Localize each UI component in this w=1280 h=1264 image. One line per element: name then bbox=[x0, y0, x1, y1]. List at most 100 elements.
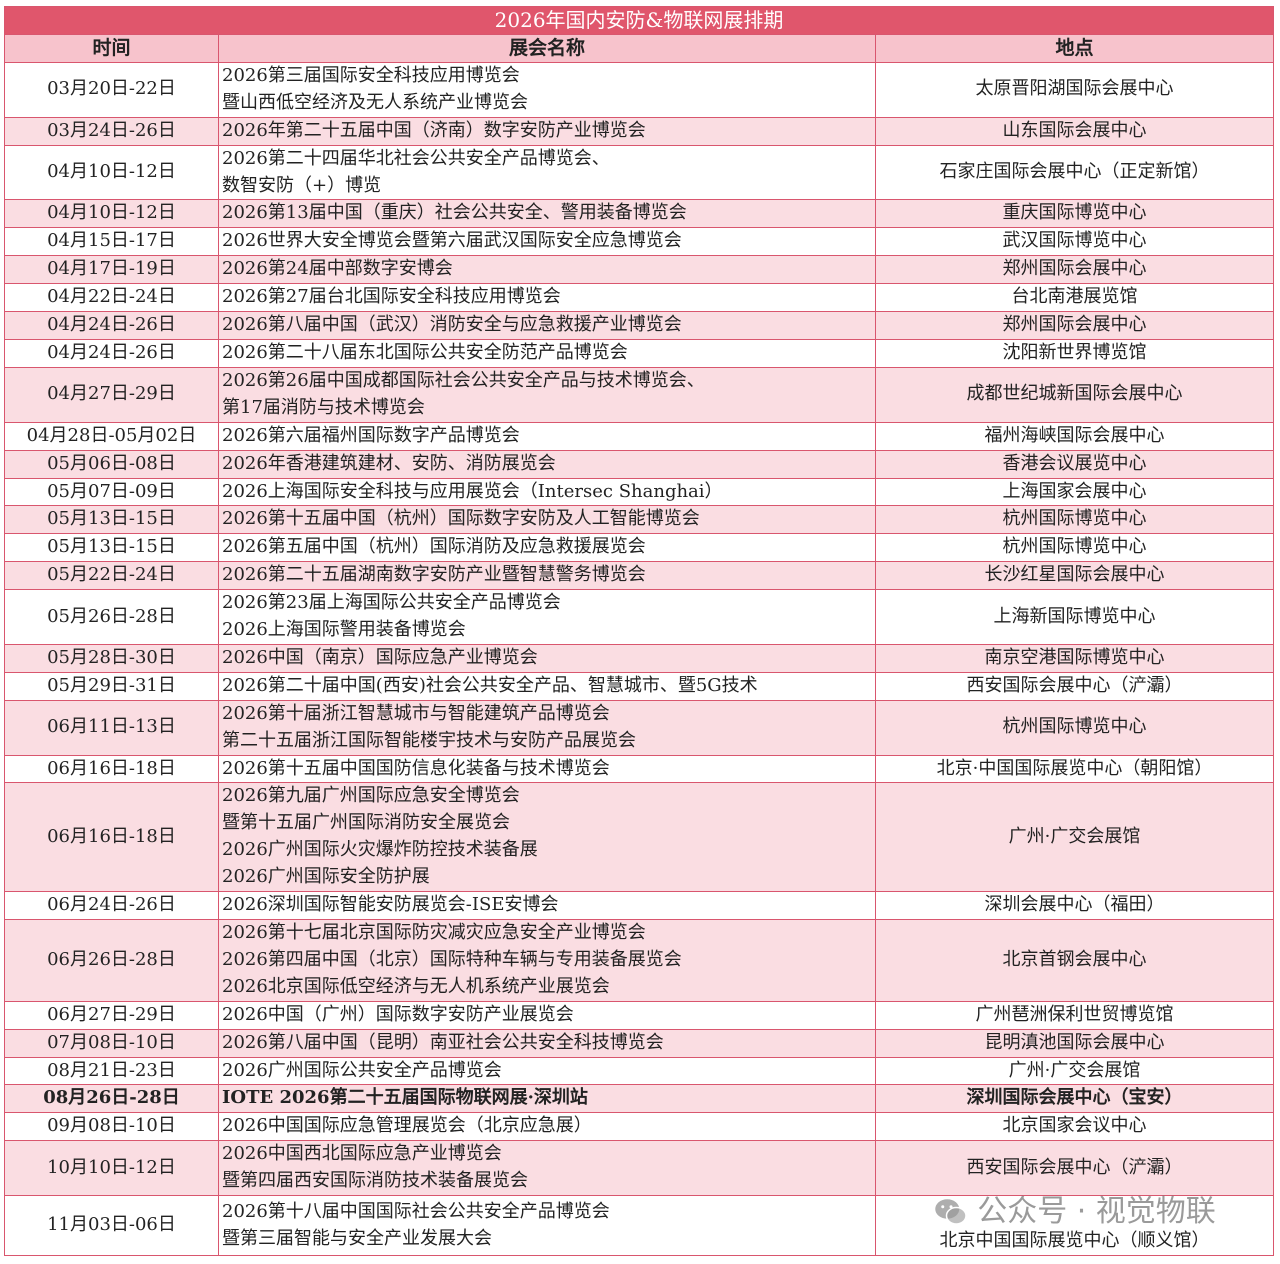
venue-text: 杭州国际博览中心 bbox=[1002, 716, 1147, 738]
venue-cell: 广州琶洲保利世贸博览馆 bbox=[874, 1000, 1275, 1030]
venue-text: 北京中国国际展览中心（顺义馆） bbox=[939, 1230, 1210, 1252]
exhibition-name-cell: 2026第六届福州国际数字产品博览会 bbox=[218, 421, 876, 451]
exhibition-name-line: 2026广州国际公共安全产品博览会 bbox=[222, 1059, 502, 1081]
exhibition-name-line: IOTE 2026第二十五届国际物联网展·深圳站 bbox=[222, 1087, 588, 1109]
exhibition-name-line: 2026第八届中国（武汉）消防安全与应急救援产业博览会 bbox=[222, 314, 682, 336]
table-row: 10月10日-12日 2026中国西北国际应急产业博览会 暨第四届西安国际消防技术装… bbox=[4, 1140, 1275, 1197]
date-cell: 08月21日-23日 bbox=[4, 1056, 219, 1086]
date-cell: 05月28日-30日 bbox=[4, 643, 219, 673]
exhibition-name-cell: 2026第十八届中国国际社会公共安全产品博览会 暨第三届智能与安全产业发展大会 bbox=[218, 1195, 876, 1256]
table-row: 05月29日-31日 2026第二十届中国(西安)社会公共安全产品、智慧城市、暨5… bbox=[4, 671, 1275, 701]
venue-text: 上海新国际博览中心 bbox=[993, 605, 1156, 627]
exhibition-name-line: 暨第三届智能与安全产业发展大会 bbox=[222, 1227, 492, 1249]
venue-text: 太原晋阳湖国际会展中心 bbox=[975, 78, 1174, 100]
exhibition-name-line: 2026第26届中国成都国际社会公共安全产品与技术博览会、 bbox=[222, 369, 705, 391]
exhibition-name-line: 2026年香港建筑建材、安防、消防展览会 bbox=[222, 452, 556, 474]
exhibition-name-cell: 2026第13届中国（重庆）社会公共安全、警用装备博览会 bbox=[218, 199, 876, 229]
venue-cell: 成都世纪城新国际会展中心 bbox=[874, 366, 1275, 423]
table-row: 06月16日-18日 2026第九届广州国际应急安全博览会 暨第十五届广州国际消防安… bbox=[4, 782, 1275, 893]
table-row: 09月08日-10日 2026中国国际应急管理展览会（北京应急展） 北京国家会议中心 bbox=[4, 1112, 1275, 1142]
date-cell: 04月10日-12日 bbox=[4, 144, 219, 201]
table-row: 07月08日-10日 2026第八届中国（昆明）南亚社会公共安全科技博览会 昆明滇池… bbox=[4, 1028, 1275, 1058]
exhibition-name-line: 2026北京国际低空经济与无人机系统产业展览会 bbox=[222, 975, 610, 997]
venue-cell: 沈阳新世界博览馆 bbox=[874, 338, 1275, 368]
date-cell: 07月08日-10日 bbox=[4, 1028, 219, 1058]
table-row: 05月22日-24日 2026第二十五届湖南数字安防产业暨智慧警务博览会 长沙红星国… bbox=[4, 561, 1275, 591]
table-row: 05月06日-08日 2026年香港建筑建材、安防、消防展览会 香港会议展览中心 bbox=[4, 449, 1275, 479]
date-cell: 06月16日-18日 bbox=[4, 754, 219, 784]
exhibition-name-line: 2026第24届中部数字安博会 bbox=[222, 258, 453, 280]
table-row: 04月10日-12日 2026第13届中国（重庆）社会公共安全、警用装备博览会 重庆… bbox=[4, 199, 1275, 229]
venue-text: 深圳国际会展中心（宝安） bbox=[966, 1087, 1183, 1109]
venue-cell: 杭州国际博览中心 bbox=[874, 505, 1275, 535]
venue-cell: 北京国家会议中心 bbox=[874, 1112, 1275, 1142]
date-cell: 05月22日-24日 bbox=[4, 561, 219, 591]
date-cell: 04月15日-17日 bbox=[4, 227, 219, 257]
exhibition-name-line: 2026第十五届中国（杭州）国际数字安防及人工智能博览会 bbox=[222, 508, 700, 530]
venue-text: 重庆国际博览中心 bbox=[1002, 202, 1147, 224]
exhibition-name-line: 2026第27届台北国际安全科技应用博览会 bbox=[222, 286, 561, 308]
exhibition-name-line: 暨第四届西安国际消防技术装备展览会 bbox=[222, 1170, 528, 1192]
exhibition-name-line: 2026广州国际火灾爆炸防控技术装备展 bbox=[222, 839, 538, 861]
exhibition-name-cell: 2026深圳国际智能安防展览会-ISE安博会 bbox=[218, 891, 876, 920]
venue-text: 台北南港展览馆 bbox=[1011, 286, 1138, 308]
date-cell: 04月24日-26日 bbox=[4, 338, 219, 368]
venue-text: 广州·广交会展馆 bbox=[1008, 1059, 1141, 1081]
table-row: 04月28日-05月02日 2026第六届福州国际数字产品博览会 福州海峡国际会展中… bbox=[4, 421, 1275, 451]
venue-text: 香港会议展览中心 bbox=[1002, 452, 1147, 474]
table-row: 06月26日-28日 2026第十七届北京国际防灾减灾应急安全产业博览会 2026第… bbox=[4, 919, 1275, 1002]
date-cell: 05月26日-28日 bbox=[4, 589, 219, 645]
exhibition-name-cell: 2026世界大安全博览会暨第六届武汉国际安全应急博览会 bbox=[218, 227, 876, 257]
table-row: 08月26日-28日 IOTE 2026第二十五届国际物联网展·深圳站 深圳国际会展… bbox=[4, 1084, 1275, 1114]
exhibition-name-line: 2026第23届上海国际公共安全产品博览会 bbox=[222, 592, 561, 614]
table-row: 11月03日-06日 2026第十八届中国国际社会公共安全产品博览会 暨第三届智能与… bbox=[4, 1195, 1275, 1256]
venue-cell: 山东国际会展中心 bbox=[874, 116, 1275, 146]
venue-cell: 长沙红星国际会展中心 bbox=[874, 561, 1275, 591]
date-cell: 05月13日-15日 bbox=[4, 533, 219, 563]
table-row: 04月15日-17日 2026世界大安全博览会暨第六届武汉国际安全应急博览会 武汉国… bbox=[4, 227, 1275, 257]
exhibition-name-cell: 2026第二十届中国(西安)社会公共安全产品、智慧城市、暨5G技术 bbox=[218, 671, 876, 701]
exhibition-name-cell: 2026第十届浙江智慧城市与智能建筑产品博览会 第二十五届浙江国际智能楼宇技术与安… bbox=[218, 699, 876, 756]
exhibition-name-line: 2026世界大安全博览会暨第六届武汉国际安全应急博览会 bbox=[222, 230, 682, 252]
exhibition-name-line: 2026年第二十五届中国（济南）数字安防产业博览会 bbox=[222, 119, 646, 141]
exhibition-name-line: 2026第十八届中国国际社会公共安全产品博览会 bbox=[222, 1200, 610, 1222]
exhibition-name-line: 2026广州国际安全防护展 bbox=[222, 866, 430, 888]
exhibition-name-line: 2026第十七届北京国际防灾减灾应急安全产业博览会 bbox=[222, 922, 646, 943]
exhibition-name-line: 2026第三届国际安全科技应用博览会 bbox=[222, 64, 520, 86]
venue-cell: 上海新国际博览中心 bbox=[874, 589, 1275, 645]
venue-text: 福州海峡国际会展中心 bbox=[984, 424, 1165, 446]
venue-cell: 昆明滇池国际会展中心 bbox=[874, 1028, 1275, 1058]
table-row: 04月17日-19日 2026第24届中部数字安博会 郑州国际会展中心 bbox=[4, 255, 1275, 285]
exhibition-name-cell: 2026第五届中国（杭州）国际消防及应急救援展览会 bbox=[218, 533, 876, 563]
table-row: 04月24日-26日 2026第八届中国（武汉）消防安全与应急救援产业博览会 郑州国… bbox=[4, 311, 1275, 340]
exhibition-name-cell: 2026年第二十五届中国（济南）数字安防产业博览会 bbox=[218, 116, 876, 146]
venue-cell: 重庆国际博览中心 bbox=[874, 199, 1275, 229]
exhibition-name-line: 2026第六届福州国际数字产品博览会 bbox=[222, 424, 520, 446]
venue-text: 北京首钢会展中心 bbox=[1002, 948, 1147, 970]
exhibition-name-line: 2026中国（广州）国际数字安防产业展览会 bbox=[222, 1003, 574, 1025]
date-cell: 05月13日-15日 bbox=[4, 505, 219, 535]
venue-cell: 杭州国际博览中心 bbox=[874, 699, 1275, 756]
venue-text: 山东国际会展中心 bbox=[1002, 119, 1147, 141]
table-row: 05月13日-15日 2026第五届中国（杭州）国际消防及应急救援展览会 杭州国际博… bbox=[4, 533, 1275, 563]
exhibition-name-line: 2026第二十八届东北国际公共安全防范产品博览会 bbox=[222, 341, 628, 363]
table-title: 2026年国内安防&物联网展排期 bbox=[3, 6, 1275, 35]
exhibition-name-cell: 2026上海国际安全科技与应用展览会（Intersec Shanghai） bbox=[218, 477, 876, 507]
table-row: 06月16日-18日 2026第十五届中国国防信息化装备与技术博览会 北京·中国国际… bbox=[4, 754, 1275, 784]
exhibition-name-line: 2026第二十五届湖南数字安防产业暨智慧警务博览会 bbox=[222, 564, 646, 586]
exhibition-name-cell: 2026第十五届中国国防信息化装备与技术博览会 bbox=[218, 754, 876, 784]
exhibition-name-line: 2026上海国际安全科技与应用展览会（Intersec Shanghai） bbox=[222, 480, 723, 502]
venue-text: 南京空港国际博览中心 bbox=[984, 646, 1165, 668]
date-cell: 06月26日-28日 bbox=[4, 919, 219, 1002]
exhibition-name-line: 2026第四届中国（北京）国际特种车辆与专用装备展览会 bbox=[222, 948, 682, 970]
venue-cell: 武汉国际博览中心 bbox=[874, 227, 1275, 257]
table-row: 05月28日-30日 2026中国（南京）国际应急产业博览会 南京空港国际博览中心 bbox=[4, 643, 1275, 673]
venue-cell: 郑州国际会展中心 bbox=[874, 311, 1275, 340]
venue-text: 北京·中国国际展览中心（朝阳馆） bbox=[936, 757, 1213, 779]
venue-cell: 福州海峡国际会展中心 bbox=[874, 421, 1275, 451]
table-row: 06月11日-13日 2026第十届浙江智慧城市与智能建筑产品博览会 第二十五届浙江… bbox=[4, 699, 1275, 756]
venue-cell: 台北南港展览馆 bbox=[874, 283, 1275, 313]
venue-cell: 郑州国际会展中心 bbox=[874, 255, 1275, 285]
venue-text: 成都世纪城新国际会展中心 bbox=[966, 383, 1183, 405]
date-cell: 04月22日-24日 bbox=[4, 283, 219, 313]
